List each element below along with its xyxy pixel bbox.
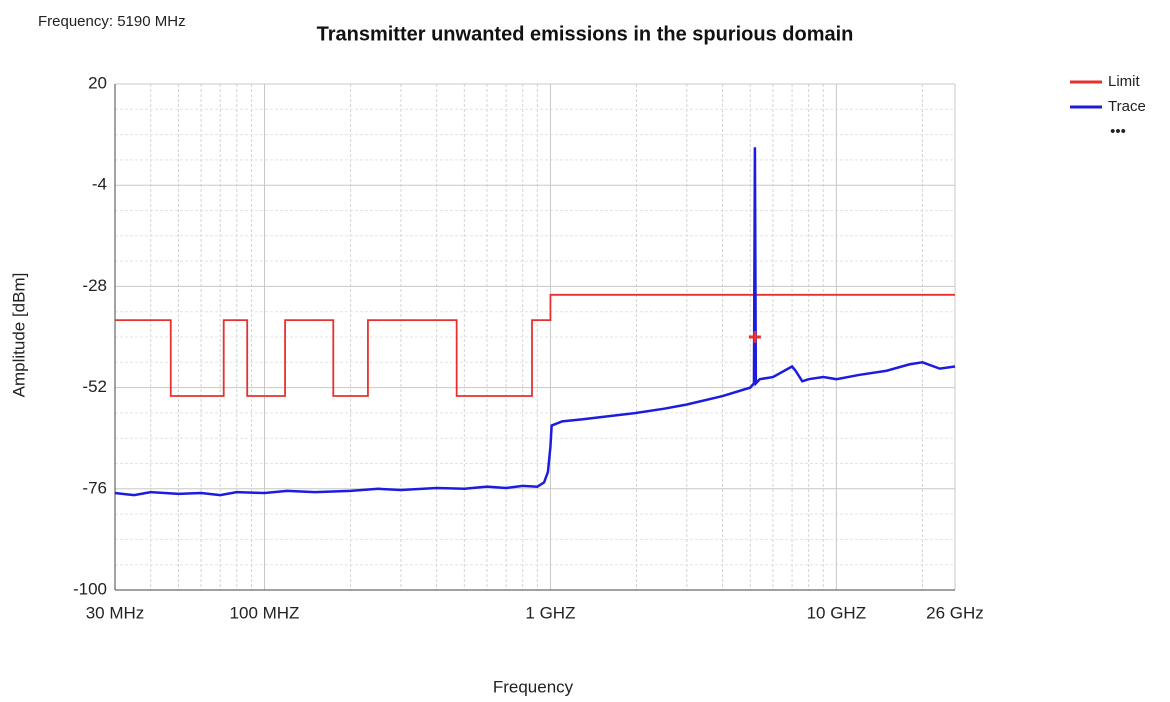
x-axis-label: Frequency	[493, 677, 574, 696]
y-axis-label: Amplitude [dBm]	[9, 273, 28, 398]
y-tick-label: -28	[82, 276, 107, 295]
x-tick-label: 26 GHz	[926, 603, 984, 622]
x-tick-label: 10 GHZ	[807, 603, 867, 622]
chart-title: Transmitter unwanted emissions in the sp…	[317, 23, 854, 45]
legend-more: •••	[1110, 123, 1126, 140]
x-tick-label: 1 GHZ	[525, 603, 575, 622]
y-tick-label: 20	[88, 73, 107, 92]
y-tick-label: -76	[82, 478, 107, 497]
subtitle: Frequency: 5190 MHz	[38, 13, 186, 30]
y-tick-label: -52	[82, 377, 107, 396]
y-tick-label: -100	[73, 579, 107, 598]
y-tick-label: -4	[92, 175, 107, 194]
legend-label: Trace	[1108, 98, 1146, 115]
series-line	[115, 293, 955, 397]
x-tick-label: 30 MHz	[86, 603, 145, 622]
series-line	[114, 147, 956, 497]
marker	[748, 331, 761, 343]
x-tick-label: 100 MHZ	[230, 603, 300, 622]
legend-label: Limit	[1108, 73, 1141, 90]
